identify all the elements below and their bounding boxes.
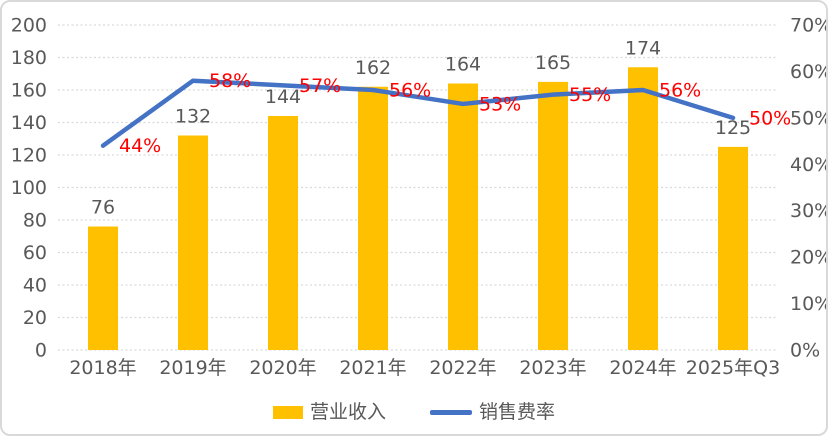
left-axis-tick-label: 160 bbox=[11, 80, 47, 102]
revenue-bar bbox=[718, 146, 748, 350]
revenue-bar bbox=[88, 226, 118, 350]
legend-label-revenue: 营业收入 bbox=[309, 400, 386, 423]
line-point-label: 58% bbox=[209, 70, 251, 92]
line-point-label: 44% bbox=[119, 135, 161, 157]
legend-item-expense-ratio: 销售费率 bbox=[430, 400, 556, 423]
right-axis-tick-label: 60% bbox=[790, 61, 828, 83]
plot-area: 20018016014012010080604020070%60%50%40%3… bbox=[11, 15, 828, 380]
line-swatch-icon bbox=[430, 409, 472, 415]
revenue-bar bbox=[448, 83, 478, 350]
line-point-label: 50% bbox=[749, 107, 791, 129]
left-axis-tick-label: 0 bbox=[35, 340, 47, 362]
left-axis-tick-label: 200 bbox=[11, 15, 47, 37]
left-axis-tick-label: 140 bbox=[11, 112, 47, 134]
bar-value-label: 132 bbox=[175, 106, 211, 128]
left-axis-tick-label: 80 bbox=[23, 210, 47, 232]
bar-swatch-icon bbox=[272, 405, 303, 419]
bar-value-label: 165 bbox=[535, 52, 571, 74]
category-label: 2020年 bbox=[249, 357, 316, 379]
bar-value-label: 144 bbox=[265, 86, 301, 108]
right-axis-tick-label: 20% bbox=[790, 247, 828, 269]
category-label: 2018年 bbox=[69, 357, 136, 379]
right-axis-tick-label: 30% bbox=[790, 200, 828, 222]
left-axis-tick-label: 120 bbox=[11, 145, 47, 167]
legend: 营业收入 销售费率 bbox=[2, 400, 826, 424]
bar-value-label: 125 bbox=[715, 117, 751, 139]
line-point-label: 53% bbox=[479, 93, 521, 115]
category-label: 2019年 bbox=[159, 357, 226, 379]
category-label: 2022年 bbox=[429, 357, 496, 379]
left-axis-tick-label: 20 bbox=[23, 307, 47, 329]
left-axis-tick-label: 60 bbox=[23, 242, 47, 264]
line-point-label: 56% bbox=[389, 80, 431, 102]
right-axis-tick-label: 0% bbox=[790, 340, 820, 362]
bar-value-label: 174 bbox=[625, 37, 661, 59]
right-axis-tick-label: 40% bbox=[790, 154, 828, 176]
left-axis-tick-label: 40 bbox=[23, 275, 47, 297]
revenue-bar bbox=[178, 135, 208, 350]
legend-item-revenue: 营业收入 bbox=[272, 400, 386, 423]
revenue-bar bbox=[268, 116, 298, 350]
category-label: 2024年 bbox=[609, 357, 676, 379]
right-axis-tick-label: 70% bbox=[790, 15, 828, 37]
category-label: 2021年 bbox=[339, 357, 406, 379]
bar-value-label: 162 bbox=[355, 57, 391, 79]
bar-value-label: 76 bbox=[91, 197, 115, 219]
right-axis-tick-label: 10% bbox=[790, 293, 828, 315]
category-label: 2025年Q3 bbox=[686, 357, 780, 379]
left-axis-tick-label: 100 bbox=[11, 177, 47, 199]
revenue-bar bbox=[358, 86, 388, 350]
line-point-label: 56% bbox=[659, 80, 701, 102]
revenue-bar bbox=[628, 67, 658, 350]
bar-value-label: 164 bbox=[445, 54, 481, 76]
line-point-label: 57% bbox=[299, 75, 341, 97]
right-axis-tick-label: 50% bbox=[790, 107, 828, 129]
legend-label-expense-ratio: 销售费率 bbox=[479, 400, 556, 423]
left-axis-tick-label: 180 bbox=[11, 47, 47, 69]
expense-ratio-line bbox=[100, 78, 736, 148]
line-point-label: 55% bbox=[569, 84, 611, 106]
category-label: 2023年 bbox=[519, 357, 586, 379]
revenue-bar bbox=[538, 81, 568, 350]
